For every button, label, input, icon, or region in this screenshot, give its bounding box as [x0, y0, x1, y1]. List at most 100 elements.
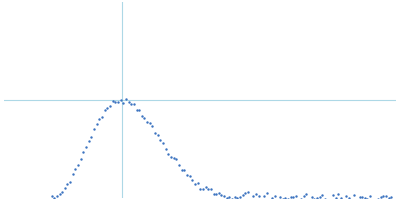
- Point: [229, 197, 235, 200]
- Point: [319, 194, 326, 197]
- Point: [269, 196, 275, 200]
- Point: [391, 198, 397, 200]
- Point: [154, 134, 161, 137]
- Point: [316, 195, 323, 199]
- Point: [242, 192, 248, 195]
- Point: [51, 196, 58, 200]
- Point: [293, 195, 299, 198]
- Point: [234, 196, 241, 200]
- Point: [210, 193, 217, 196]
- Point: [216, 192, 222, 195]
- Point: [123, 98, 129, 101]
- Point: [59, 191, 65, 194]
- Point: [192, 183, 198, 186]
- Point: [56, 192, 63, 195]
- Point: [83, 145, 89, 149]
- Point: [256, 194, 262, 198]
- Point: [120, 101, 126, 104]
- Point: [99, 116, 105, 119]
- Point: [346, 197, 352, 200]
- Point: [282, 196, 288, 199]
- Point: [48, 194, 55, 198]
- Point: [146, 121, 153, 124]
- Point: [170, 157, 177, 160]
- Point: [144, 120, 150, 124]
- Point: [232, 196, 238, 199]
- Point: [253, 193, 259, 196]
- Point: [78, 157, 84, 160]
- Point: [213, 193, 219, 196]
- Point: [351, 194, 358, 197]
- Point: [64, 183, 71, 186]
- Point: [72, 167, 79, 171]
- Point: [340, 198, 347, 200]
- Point: [96, 118, 102, 121]
- Point: [115, 101, 121, 104]
- Point: [332, 197, 339, 200]
- Point: [303, 193, 310, 196]
- Point: [279, 197, 286, 200]
- Point: [335, 192, 342, 195]
- Point: [152, 131, 158, 134]
- Point: [343, 194, 350, 197]
- Point: [107, 104, 113, 108]
- Point: [184, 173, 190, 176]
- Point: [248, 199, 254, 200]
- Point: [311, 198, 318, 200]
- Point: [117, 99, 124, 102]
- Point: [338, 196, 344, 200]
- Point: [102, 108, 108, 111]
- Point: [322, 198, 328, 200]
- Point: [372, 198, 379, 200]
- Point: [224, 196, 230, 199]
- Point: [131, 103, 137, 106]
- Point: [186, 174, 193, 177]
- Point: [189, 179, 196, 182]
- Point: [178, 169, 185, 172]
- Point: [62, 187, 68, 190]
- Point: [250, 194, 256, 197]
- Point: [54, 195, 60, 198]
- Point: [261, 195, 267, 198]
- Point: [298, 197, 304, 200]
- Point: [226, 195, 233, 199]
- Point: [94, 123, 100, 126]
- Point: [173, 158, 180, 161]
- Point: [359, 195, 365, 198]
- Point: [380, 195, 387, 198]
- Point: [110, 99, 116, 102]
- Point: [386, 197, 392, 200]
- Point: [176, 163, 182, 167]
- Point: [75, 163, 81, 166]
- Point: [200, 188, 206, 191]
- Point: [383, 194, 389, 197]
- Point: [306, 198, 312, 200]
- Point: [218, 193, 225, 197]
- Point: [264, 191, 270, 195]
- Point: [197, 187, 204, 190]
- Point: [141, 116, 148, 119]
- Point: [181, 168, 188, 171]
- Point: [221, 194, 227, 197]
- Point: [139, 115, 145, 118]
- Point: [160, 142, 166, 145]
- Point: [205, 187, 212, 190]
- Point: [168, 156, 174, 159]
- Point: [67, 180, 73, 183]
- Point: [367, 195, 373, 198]
- Point: [128, 103, 134, 106]
- Point: [388, 196, 394, 199]
- Point: [300, 195, 307, 198]
- Point: [330, 193, 336, 196]
- Point: [165, 152, 172, 155]
- Point: [112, 100, 118, 103]
- Point: [266, 199, 272, 200]
- Point: [208, 188, 214, 191]
- Point: [149, 125, 156, 128]
- Point: [237, 196, 243, 199]
- Point: [287, 195, 294, 199]
- Point: [157, 139, 164, 142]
- Point: [136, 108, 142, 112]
- Point: [240, 194, 246, 197]
- Point: [375, 197, 381, 200]
